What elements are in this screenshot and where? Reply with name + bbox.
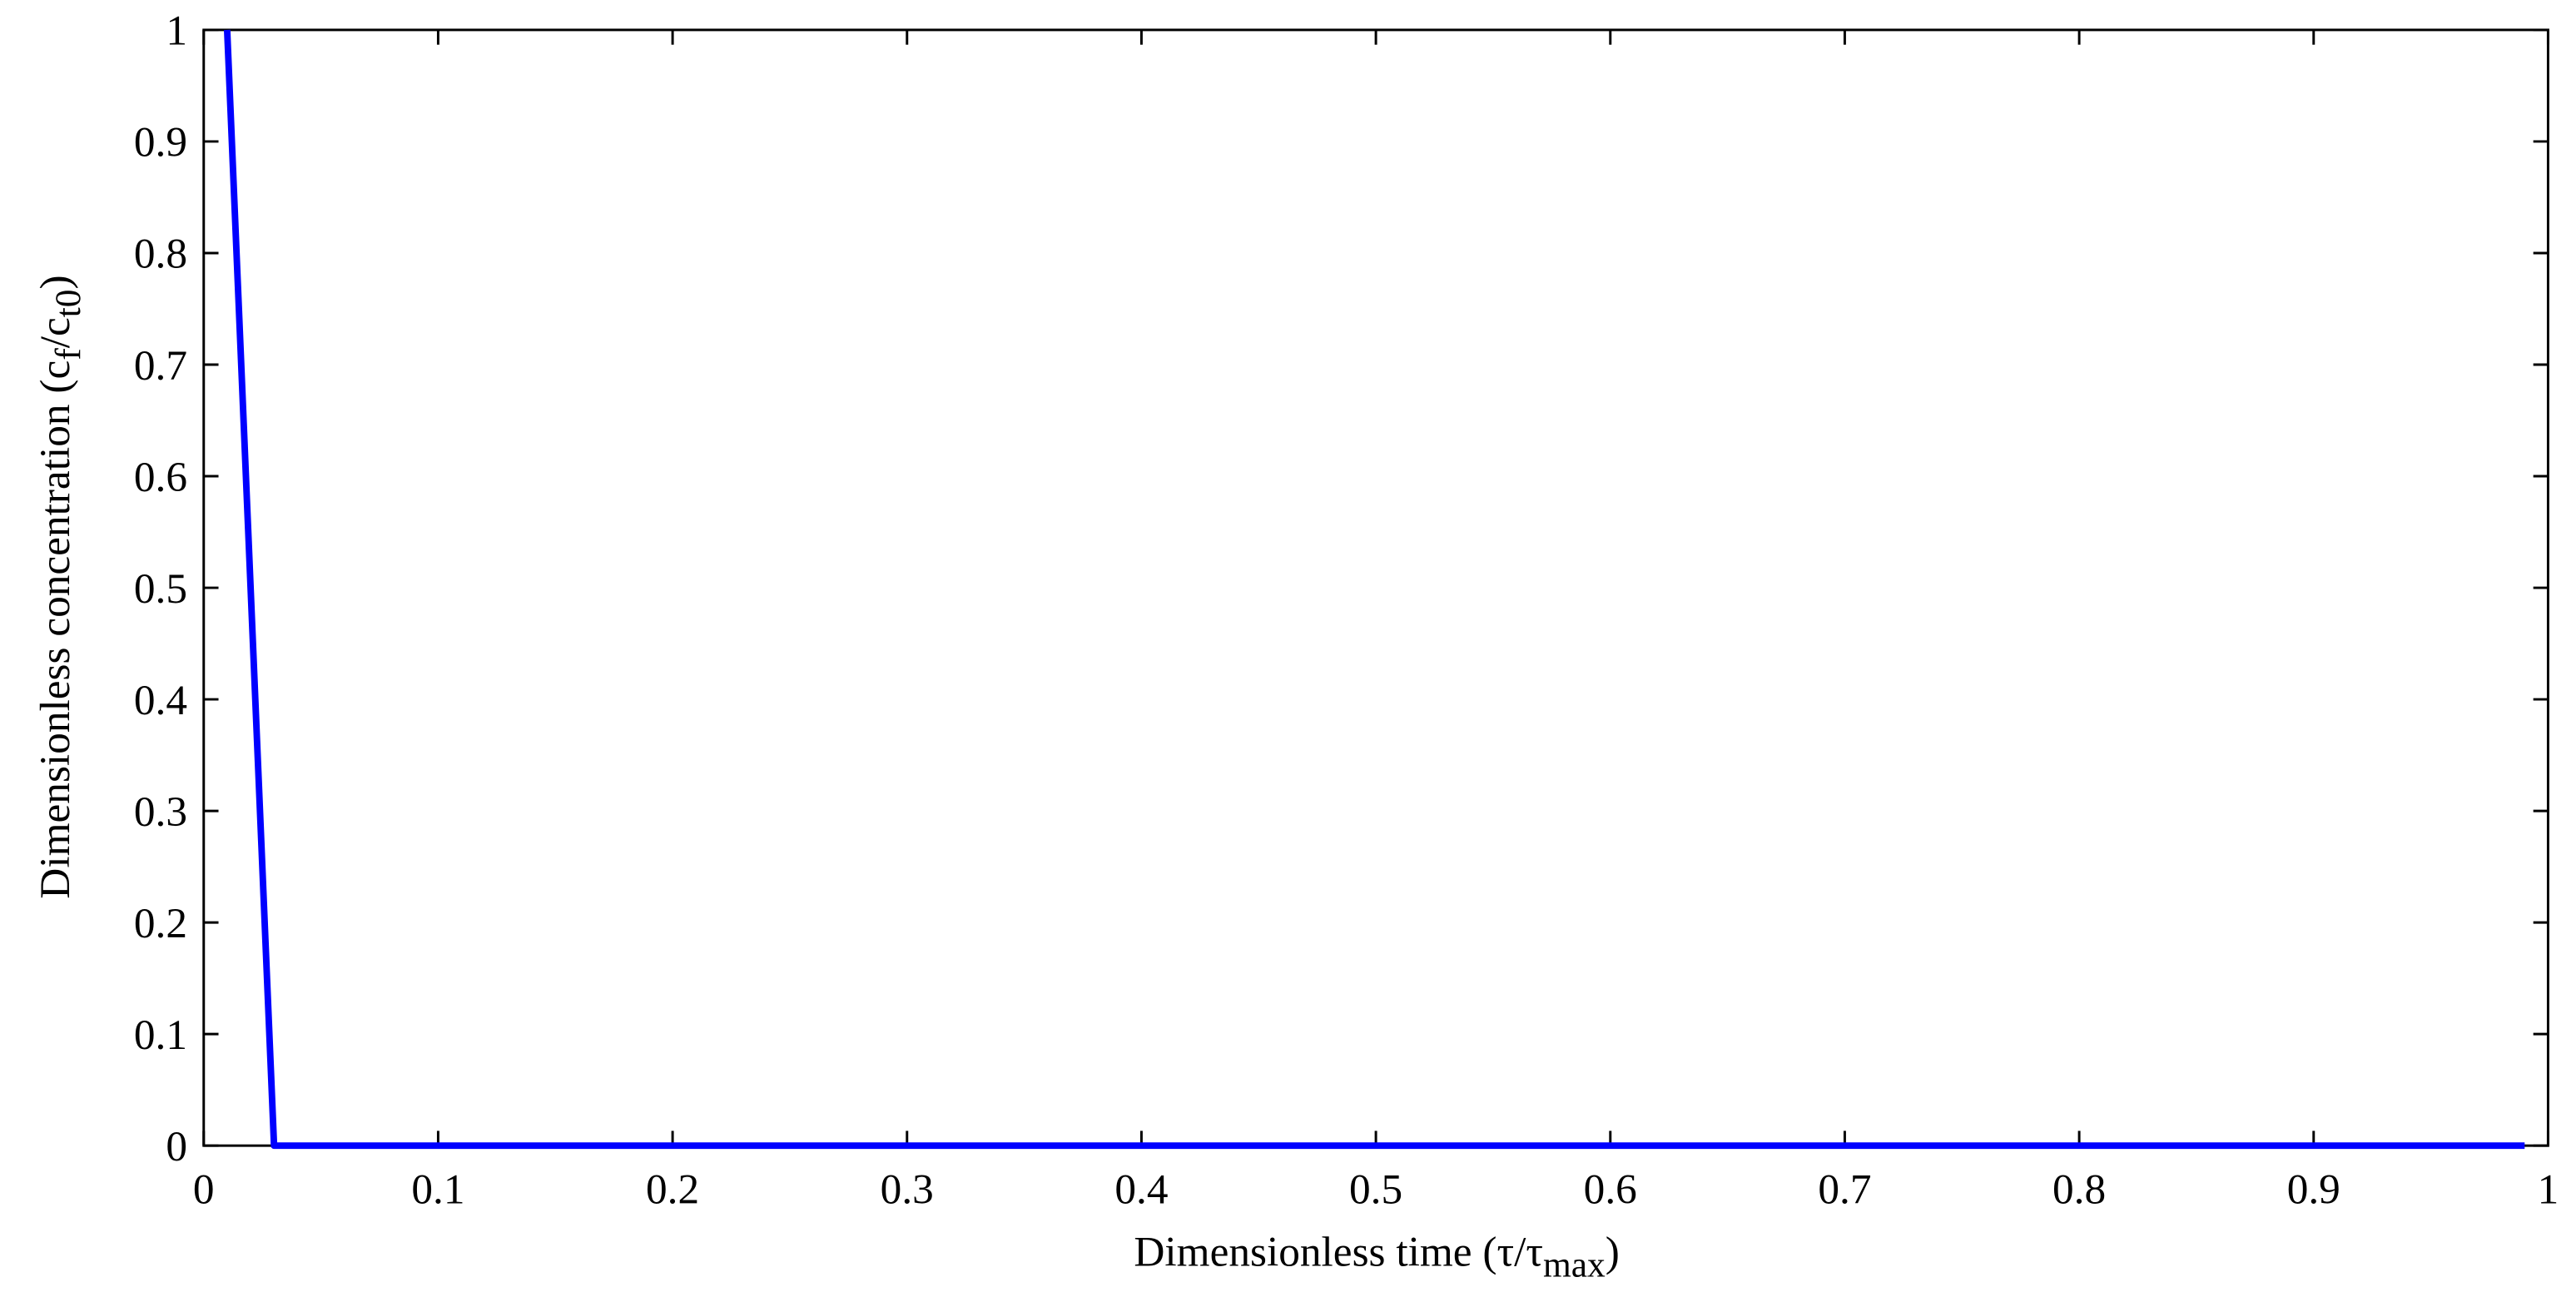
y-tick-label: 0.8 — [134, 231, 187, 278]
y-tick-label: 0.9 — [134, 119, 187, 166]
x-tick-label: 0.3 — [881, 1165, 934, 1213]
y-tick-label: 0.1 — [134, 1011, 187, 1059]
y-tick-label: 0.2 — [134, 900, 187, 947]
y-tick-label: 0.6 — [134, 454, 187, 501]
label-subscript: t0 — [48, 290, 88, 318]
y-axis-label: Dimensionless concentration (cf/ct0) — [32, 275, 88, 898]
x-tick-label: 0.7 — [1818, 1165, 1871, 1213]
x-tick-label: 0.6 — [1584, 1165, 1637, 1213]
y-tick-label: 0.4 — [134, 677, 187, 724]
y-tick-label: 0.3 — [134, 788, 187, 836]
label-text: Dimensionless time (τ/τ — [1134, 1228, 1543, 1275]
y-tick-label: 0 — [166, 1123, 187, 1170]
label-text: ) — [1606, 1228, 1620, 1275]
x-tick-label: 0.8 — [2052, 1165, 2106, 1213]
x-tick-label: 0 — [193, 1165, 215, 1213]
x-tick-label: 0.1 — [411, 1165, 464, 1213]
y-tick-label: 0.5 — [134, 565, 187, 613]
x-tick-label: 0.2 — [646, 1165, 699, 1213]
label-text: ) — [32, 275, 79, 289]
axes-box — [202, 28, 2549, 1147]
label-subscript: max — [1543, 1245, 1606, 1285]
label-subscript: f — [48, 348, 88, 360]
x-axis-label: Dimensionless time (τ/τmax) — [1134, 1228, 1619, 1285]
x-tick-label: 0.4 — [1114, 1165, 1168, 1213]
x-tick-label: 0.5 — [1349, 1165, 1402, 1213]
label-text: /c — [32, 317, 79, 348]
y-tick-label: 1 — [166, 7, 187, 55]
x-tick-label: 1 — [2538, 1165, 2559, 1213]
x-tick-label: 0.9 — [2287, 1165, 2340, 1213]
label-text: Dimensionless concentration (c — [32, 360, 79, 899]
y-tick-label: 0.7 — [134, 342, 187, 390]
data-line — [223, 29, 2525, 1150]
